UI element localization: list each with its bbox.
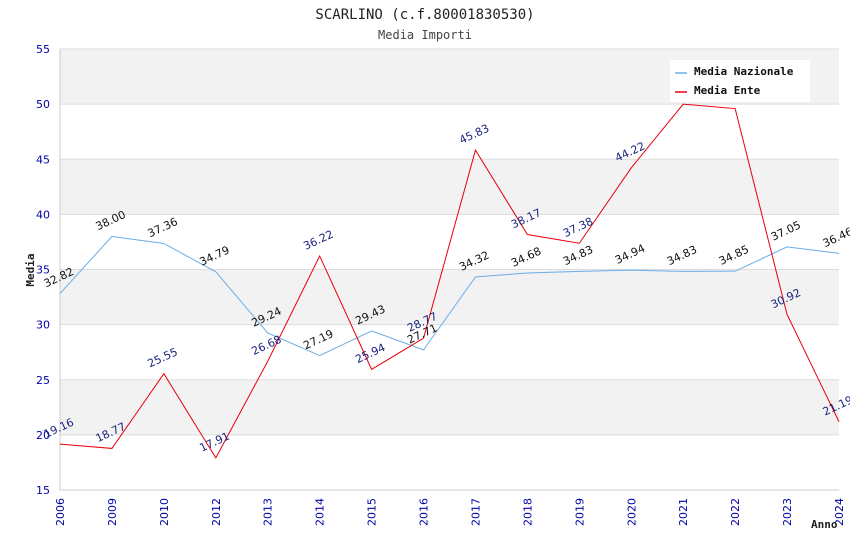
y-tick-label: 20 (36, 429, 50, 442)
legend: Media Nazionale Media Ente (670, 60, 810, 102)
legend-box (670, 60, 810, 102)
series-line-media-nazionale (59, 235, 840, 357)
legend-label-media-ente: Media Ente (694, 84, 761, 97)
legend-label-media-nazionale: Media Nazionale (694, 65, 794, 78)
grid-band (60, 104, 839, 160)
x-tick-label: 2010 (158, 498, 171, 526)
grid-band (60, 324, 839, 380)
y-tick-label: 55 (36, 43, 50, 56)
x-tick-label: 2017 (469, 498, 482, 526)
series-lines (59, 103, 840, 459)
y-tick-label: 30 (36, 319, 50, 332)
y-tick-label: 15 (36, 484, 50, 497)
grid-band (60, 434, 839, 490)
x-tick-label: 2022 (729, 498, 742, 526)
x-tick-label: 2024 (833, 498, 846, 526)
y-tick-label: 35 (36, 264, 50, 277)
x-tick-label: 2015 (366, 498, 379, 526)
x-axis-label: Anno (811, 518, 838, 531)
x-tick-label: 2016 (418, 498, 431, 526)
x-tick-label: 2014 (314, 498, 327, 526)
x-tick-labels: 2006 2009 2010 2012 2013 2014 2015 2016 2017 2018… (54, 498, 846, 526)
x-tick-label: 2013 (262, 498, 275, 526)
grid-bands (60, 49, 839, 490)
y-tick-label: 50 (36, 98, 50, 111)
grid-band (60, 159, 839, 215)
y-tick-labels: 15 20 25 30 35 40 45 50 55 (36, 43, 50, 497)
x-tick-label: 2018 (521, 498, 534, 526)
x-tick-label: 2006 (54, 498, 67, 526)
x-tick-label: 2009 (106, 498, 119, 526)
x-tick-label: 2019 (573, 498, 586, 526)
series-line-media-ente (59, 103, 840, 459)
x-tick-label: 2023 (781, 498, 794, 526)
grid-band (60, 379, 839, 435)
x-tick-label: 2012 (210, 498, 223, 526)
x-tick-label: 2020 (625, 498, 638, 526)
chart-title: SCARLINO (c.f.80001830530) (315, 7, 534, 23)
x-tick-label: 2021 (677, 498, 690, 526)
y-tick-label: 45 (36, 153, 50, 166)
y-axis-label: Media (24, 253, 37, 286)
grid-band (60, 214, 839, 270)
y-tick-label: 40 (36, 208, 50, 221)
y-tick-label: 25 (36, 374, 50, 387)
chart-subtitle: Media Importi (378, 28, 472, 42)
axes (59, 49, 839, 491)
grid-band (60, 269, 839, 325)
